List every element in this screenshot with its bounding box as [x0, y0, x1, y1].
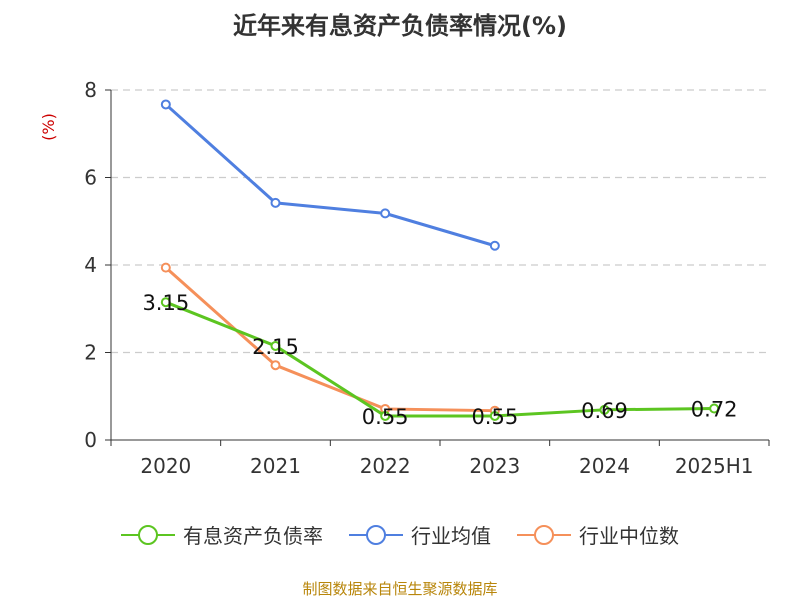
legend: 有息资产负债率 行业均值 行业中位数 [0, 520, 800, 549]
y-tick-label-0: 0 [84, 428, 97, 452]
chart-title: 近年来有息资产负债率情况(%) [233, 12, 567, 40]
y-tick-label-3: 6 [84, 166, 97, 190]
data-label-3: 0.55 [471, 405, 518, 429]
legend-label-2: 行业中位数 [579, 524, 679, 548]
axis-layer: 0 2 4 6 8 2020 2021 2022 2023 2024 2025H1 (%) [39, 78, 770, 478]
grid-layer [111, 89, 769, 354]
legend-marker-0 [121, 524, 175, 545]
series-line-0 [165, 300, 715, 418]
x-tick-label-5: 2025H1 [675, 454, 754, 478]
legend-marker-1 [349, 524, 403, 545]
series-0-point-4 [599, 404, 610, 415]
x-tick-label-1: 2021 [250, 454, 301, 478]
series-0-point-5 [709, 403, 720, 414]
series-0-point-2 [380, 410, 391, 421]
series-0-point-1 [270, 340, 281, 351]
series-2-point-0 [160, 262, 171, 273]
data-label-4: 0.69 [581, 399, 628, 423]
series-1-point-0 [160, 99, 171, 110]
line-chart: 0 2 4 6 8 2020 2021 2022 2023 2024 2025H1 (%) 3.15 2… [39, 78, 770, 478]
data-label-layer: 3.15 2.15 0.55 0.55 0.69 0.72 [142, 291, 737, 429]
y-tick-label-4: 8 [84, 78, 97, 102]
series-0-point-3 [489, 410, 500, 421]
data-label-1: 2.15 [252, 335, 299, 359]
series-1-point-2 [380, 208, 391, 219]
series-1-point-3 [489, 240, 500, 251]
series-line-2 [164, 266, 495, 413]
series-0-point-0 [160, 297, 171, 308]
x-tick-label-3: 2023 [469, 454, 520, 478]
series-1-point-1 [270, 197, 281, 208]
data-label-2: 0.55 [362, 405, 409, 429]
series-2-point-1 [270, 360, 281, 371]
legend-item-0[interactable]: 有息资产负债率 [121, 520, 323, 549]
legend-label-0: 有息资产负债率 [183, 524, 323, 548]
x-tick-label-2: 2022 [360, 454, 411, 478]
series-line-1 [164, 103, 496, 248]
data-label-0: 3.15 [142, 291, 189, 315]
y-tick-label-2: 4 [84, 253, 97, 277]
y-tick-label-1: 2 [84, 341, 97, 365]
legend-marker-2 [517, 524, 571, 545]
y-axis-label: (%) [39, 113, 58, 141]
legend-item-1[interactable]: 行业均值 [349, 520, 491, 549]
legend-item-2[interactable]: 行业中位数 [517, 520, 679, 549]
x-tick-label-4: 2024 [579, 454, 630, 478]
legend-label-1: 行业均值 [411, 524, 491, 548]
data-label-5: 0.72 [691, 398, 738, 422]
x-tick-label-0: 2020 [140, 454, 191, 478]
source-note: 制图数据来自恒生聚源数据库 [302, 580, 498, 598]
series-layer [160, 99, 720, 421]
